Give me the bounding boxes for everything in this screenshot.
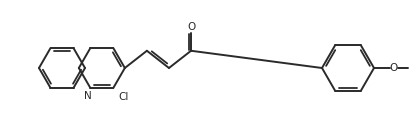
Text: Cl: Cl: [118, 92, 129, 102]
Text: O: O: [187, 22, 195, 32]
Text: N: N: [84, 91, 92, 101]
Text: O: O: [389, 63, 397, 73]
